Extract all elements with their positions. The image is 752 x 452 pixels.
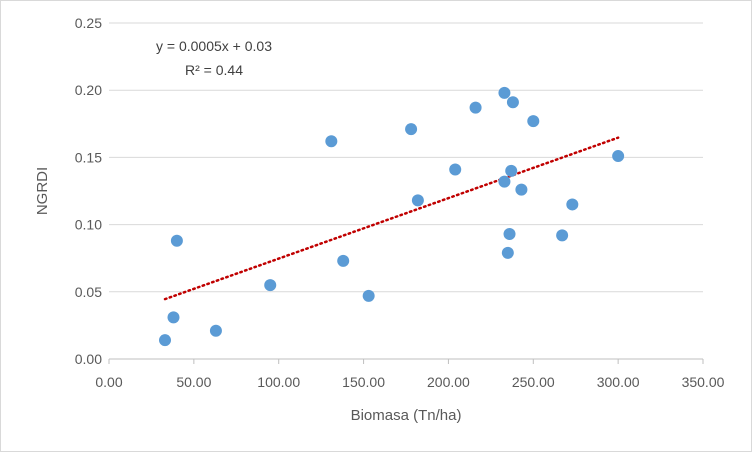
trendline-layer [163,136,620,301]
x-tick-labels: 0.00 50.00 100.00 150.00 200.00 250.00 300.00 3… [95,359,725,390]
data-point [449,163,462,176]
trendline [163,136,620,301]
x-tick-label: 300.00 [597,374,640,390]
data-point [167,311,180,324]
data-point [612,150,625,163]
data-point [515,183,528,196]
data-point [556,229,569,242]
data-point [209,324,222,337]
data-point [170,234,183,247]
data-point [503,228,516,241]
data-point [501,246,514,259]
x-tick-label: 50.00 [176,374,211,390]
data-point [527,115,540,128]
data-point [469,101,482,114]
data-point [566,198,579,211]
y-tick-label: 0.15 [75,149,102,165]
y-tick-label: 0.25 [75,15,102,31]
data-point [505,164,518,177]
r-squared-label: R² = 0.44 [185,62,243,78]
y-tick-label: 0.05 [75,284,102,300]
x-axis-title: Biomasa (Tn/ha) [351,407,462,424]
x-tick-label: 100.00 [257,374,300,390]
data-point [498,175,511,188]
x-tick-label: 350.00 [682,374,725,390]
data-point [411,194,424,207]
data-point [498,86,511,99]
y-axis-title: NGRDI [34,167,51,215]
y-tick-label: 0.20 [75,82,102,98]
grid-layer [109,22,703,293]
data-point [325,135,338,148]
trendline-equation: y = 0.0005x + 0.03 [156,38,272,54]
data-point [405,123,418,136]
y-tick-labels: 0.00 0.05 0.10 0.15 0.20 0.25 [75,15,102,367]
data-point [362,289,375,302]
y-tick-label: 0.10 [75,217,102,233]
x-tick-label: 0.00 [95,374,122,390]
data-point [264,279,277,292]
data-point [506,96,519,109]
x-tick-label: 250.00 [512,374,555,390]
y-tick-label: 0.00 [75,351,102,367]
data-points [159,86,625,347]
x-tick-label: 150.00 [342,374,385,390]
x-tick-label: 200.00 [427,374,470,390]
data-point [337,254,350,267]
data-point [159,334,172,347]
